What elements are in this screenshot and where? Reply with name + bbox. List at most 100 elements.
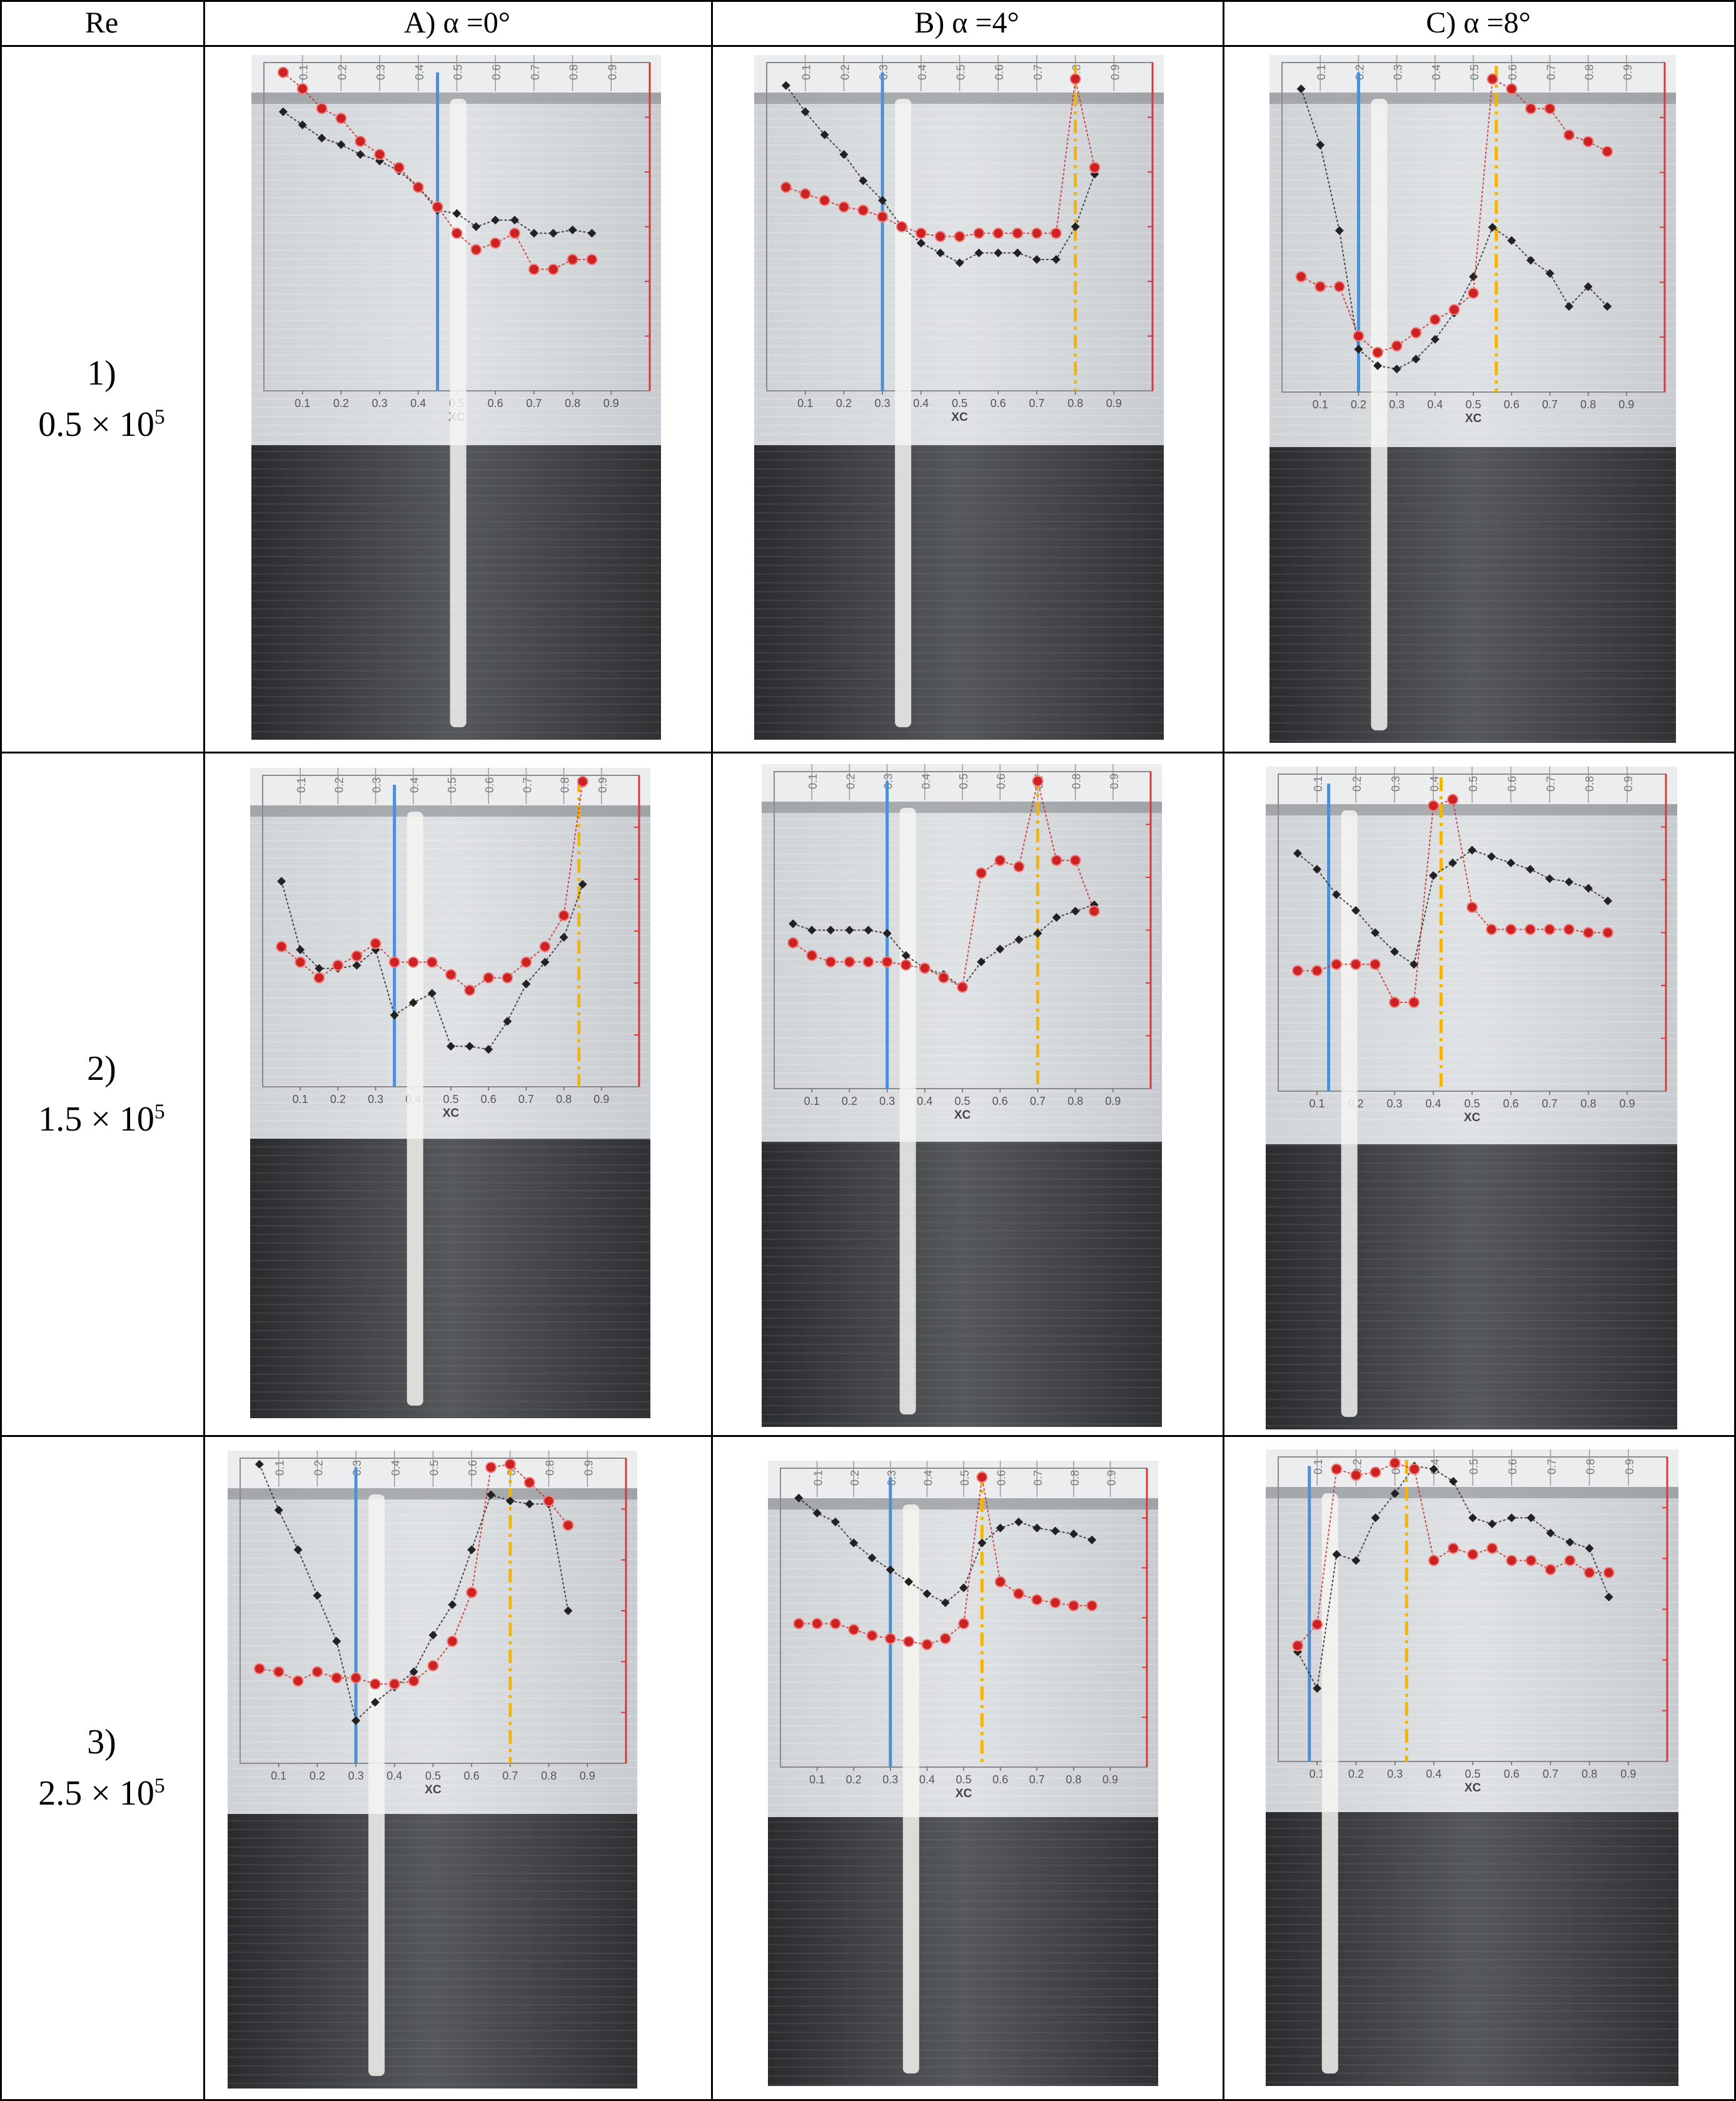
panel-svg: 0.10.10.20.20.30.30.40.40.50.50.60.60.70…	[250, 768, 650, 1418]
streak	[1266, 1162, 1677, 1164]
streak	[1266, 1049, 1677, 1051]
photo-streaks	[1269, 91, 1676, 741]
streak	[1269, 528, 1676, 531]
black-data-point	[1468, 845, 1476, 855]
ruler-tick-label: 0.7	[1545, 776, 1557, 792]
x-tick-label: 0.8	[1582, 1768, 1597, 1780]
red-data-point	[313, 972, 325, 984]
streak	[768, 1978, 1158, 1980]
black-data-point	[1335, 226, 1344, 235]
red-data-point	[992, 228, 1004, 239]
streak	[1266, 874, 1677, 876]
red-data-point	[1350, 959, 1361, 970]
streak	[228, 2055, 637, 2058]
ruler-tick-label: 0.9	[597, 777, 609, 793]
black-data-point	[529, 229, 538, 238]
ruler-tick-label: 0.7	[1545, 64, 1557, 80]
streak	[754, 310, 1164, 312]
black-data-point	[1390, 1489, 1400, 1498]
streak	[762, 871, 1162, 874]
streak	[228, 1803, 637, 1805]
red-data-point	[780, 181, 792, 193]
streak	[762, 897, 1162, 899]
black-data-point	[826, 925, 835, 935]
streak	[768, 1671, 1158, 1674]
black-data-point	[1565, 877, 1573, 887]
black-data-point	[1071, 222, 1080, 231]
transition-band	[1371, 99, 1388, 730]
x-tick-label: 0.8	[1067, 397, 1083, 410]
streak	[762, 1177, 1162, 1180]
red-data-point	[937, 972, 949, 984]
streak	[1269, 353, 1676, 356]
streak	[1269, 328, 1676, 330]
red-data-point	[881, 956, 893, 968]
streak	[228, 1952, 637, 1954]
red-data-point	[466, 1586, 478, 1598]
streak	[768, 1655, 1158, 1658]
red-data-point	[1602, 146, 1613, 158]
black-data-point	[800, 107, 810, 116]
streak	[768, 1759, 1158, 1761]
red-data-point	[485, 1461, 497, 1473]
red-data-point	[1525, 103, 1537, 114]
streak	[762, 1062, 1162, 1065]
black-data-point	[1565, 1538, 1575, 1547]
red-data-point	[1583, 1567, 1595, 1579]
red-data-point	[1069, 73, 1081, 85]
red-data-point	[1428, 800, 1439, 812]
x-tick-label: 0.8	[541, 1770, 557, 1782]
red-data-point	[470, 244, 482, 256]
ruler-tick-label: 0.1	[1312, 776, 1325, 792]
panel-3C: 0.10.10.20.20.30.30.40.40.50.50.60.60.70…	[1266, 1449, 1678, 2086]
black-data-point	[293, 1545, 303, 1554]
x-tick-label: 0.1	[809, 1773, 825, 1786]
streak	[768, 1865, 1158, 1867]
streak	[250, 962, 650, 965]
streak	[250, 1329, 650, 1331]
transition-band	[899, 808, 916, 1414]
streak	[250, 1032, 650, 1034]
streak	[768, 1890, 1158, 1893]
panel-svg: 0.10.10.20.20.30.30.40.40.50.50.60.60.70…	[251, 55, 661, 740]
black-data-point	[352, 960, 361, 970]
red-data-point	[1486, 73, 1498, 85]
streak	[768, 1900, 1158, 1902]
streak	[1269, 713, 1676, 715]
x-tick-label: 0.4	[917, 1095, 932, 1107]
streak	[754, 528, 1164, 531]
row-index: 1)	[87, 354, 116, 393]
ruler-tick-label: 0.2	[839, 64, 851, 80]
streak	[768, 2065, 1158, 2068]
x-tick-label: 0.9	[1620, 1768, 1636, 1780]
red-data-point	[1506, 1554, 1518, 1566]
x-tick-label: 0.7	[526, 397, 542, 410]
red-data-point	[825, 956, 837, 968]
x-tick-label: 0.2	[310, 1770, 325, 1782]
streak	[762, 1124, 1162, 1126]
red-data-point	[1544, 103, 1556, 114]
ruler-tick-label: 0.6	[995, 773, 1007, 789]
red-data-point	[1353, 330, 1365, 342]
x-tick-label: 0.1	[1309, 1097, 1325, 1110]
streak	[762, 1194, 1162, 1196]
streak	[250, 1137, 650, 1140]
ruler-tick-label: 0.8	[559, 777, 572, 793]
ruler-tick-label: 0.9	[1108, 773, 1121, 789]
streak	[250, 1084, 650, 1086]
streak	[1269, 144, 1676, 146]
streak	[762, 854, 1162, 855]
streak	[754, 468, 1164, 471]
streak	[754, 222, 1164, 224]
black-data-point	[1051, 255, 1061, 264]
x-axis-label: XC	[1465, 412, 1482, 425]
ruler-tick-label: 0.5	[452, 64, 465, 80]
ruler-tick-label: 0.4	[920, 773, 932, 789]
ruler-shadow	[762, 802, 1162, 813]
x-tick-label: 0.5	[952, 397, 967, 410]
streak	[1266, 1127, 1677, 1129]
black-data-point	[977, 957, 986, 967]
streak	[768, 1715, 1158, 1718]
x-tick-label: 0.8	[1580, 1097, 1596, 1110]
